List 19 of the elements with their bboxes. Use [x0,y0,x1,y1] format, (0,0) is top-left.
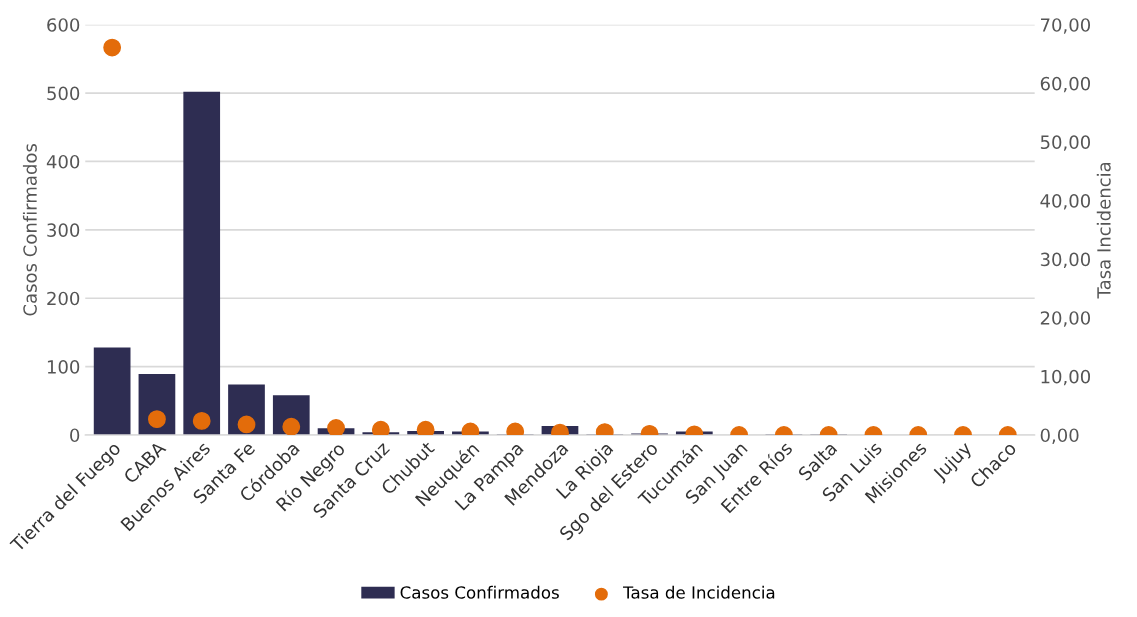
y2-tick-label: 40,00 [1040,193,1091,210]
y2-tick-label: 70,00 [1041,18,1091,34]
y2-tick-label: 30,00 [1040,252,1091,269]
y-tick-label: 300 [47,223,80,237]
y-axis-title: Casos Confirmados [22,144,37,316]
y-tick-label: 500 [47,86,80,101]
y-tick-label: 0 [70,428,80,443]
y-tick-label: 400 [46,154,80,169]
y-tick-label: 100 [47,360,80,374]
y-tick-label: 600 [47,18,80,32]
y2-tick-label: 10,00 [1041,369,1091,386]
legend-label: Tasa de Incidencia [623,585,775,599]
legend-label: Casos Confirmados [400,585,559,599]
y2-tick-label: 0,00 [1040,428,1079,444]
y2-axis-title: Tasa Incidencia [1096,162,1111,299]
y2-tick-label: 60,00 [1040,76,1091,93]
y2-tick-label: 50,00 [1040,135,1091,151]
y-tick-label: 200 [47,291,80,306]
y2-tick-label: 20,00 [1040,311,1091,327]
